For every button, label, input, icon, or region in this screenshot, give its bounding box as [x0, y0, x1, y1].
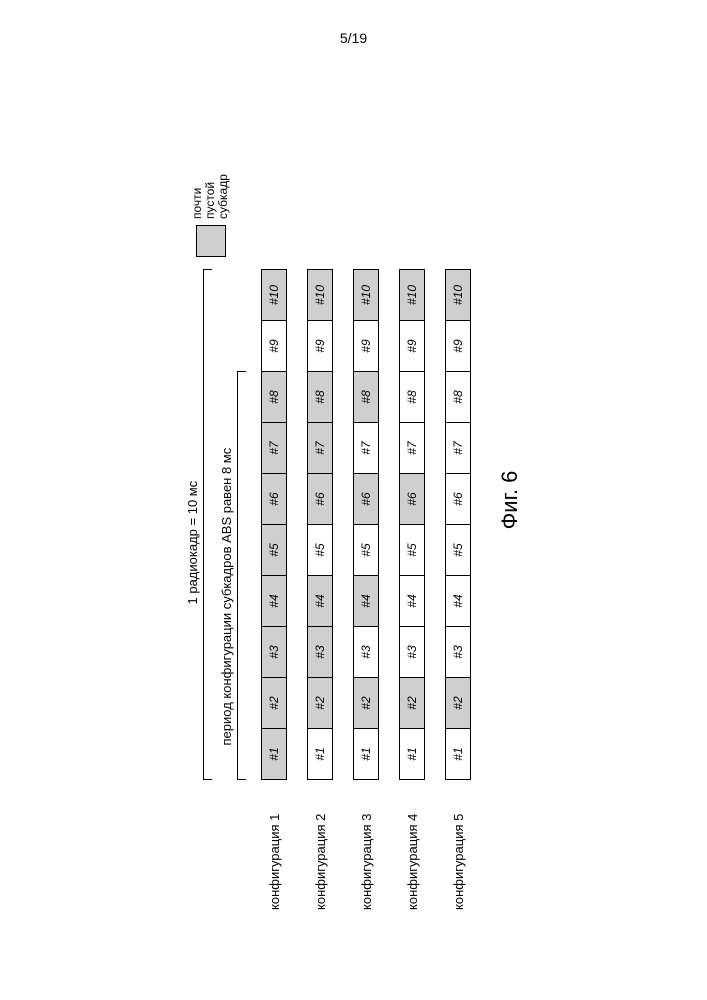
config-row-label: конфигурация 1 [266, 780, 281, 910]
figure-caption: Фиг. 6 [497, 471, 523, 530]
config-row-cells: #1#2#3#4#5#6#7#8#9#10 [445, 270, 471, 780]
subframe-cell: #3 [353, 626, 379, 678]
subframe-cell: #3 [399, 626, 425, 678]
top-labels: 1 радиокадр = 10 мс период конфигурации … [185, 90, 257, 910]
subframe-cell: #9 [261, 320, 287, 372]
subframe-cell: #8 [261, 371, 287, 423]
subframe-cell: #2 [307, 677, 333, 729]
subframe-cell: #5 [261, 524, 287, 576]
config-row: конфигурация 2#1#2#3#4#5#6#7#8#9#10 [307, 270, 333, 910]
config-row-label: конфигурация 3 [358, 780, 373, 910]
subframe-cell: #1 [445, 728, 471, 780]
subframe-cell: #4 [307, 575, 333, 627]
config-row-cells: #1#2#3#4#5#6#7#8#9#10 [399, 270, 425, 780]
subframe-cell: #5 [353, 524, 379, 576]
subframe-cell: #9 [353, 320, 379, 372]
config-rows: конфигурация 1#1#2#3#4#5#6#7#8#9#10конфи… [261, 270, 471, 910]
subframe-cell: #2 [445, 677, 471, 729]
figure-rotated-wrap: 1 радиокадр = 10 мс период конфигурации … [185, 90, 523, 910]
subframe-cell: #1 [353, 728, 379, 780]
config-row-label: конфигурация 4 [404, 780, 419, 910]
config-row: конфигурация 5#1#2#3#4#5#6#7#8#9#10 [445, 270, 471, 910]
subframe-cell: #8 [307, 371, 333, 423]
subframe-cell: #5 [307, 524, 333, 576]
config-row: конфигурация 3#1#2#3#4#5#6#7#8#9#10 [353, 270, 379, 910]
subframe-cell: #10 [399, 269, 425, 321]
figure: 1 радиокадр = 10 мс период конфигурации … [185, 90, 523, 910]
subframe-cell: #7 [399, 422, 425, 474]
subframe-cell: #3 [307, 626, 333, 678]
subframe-cell: #9 [445, 320, 471, 372]
subframe-cell: #2 [261, 677, 287, 729]
subframe-cell: #6 [261, 473, 287, 525]
subframe-cell: #7 [353, 422, 379, 474]
page-number: 5/19 [340, 30, 367, 46]
abs-period-label: период конфигурации субкадров ABS равен … [219, 448, 234, 746]
subframe-cell: #10 [307, 269, 333, 321]
config-row-label: конфигурация 5 [450, 780, 465, 910]
config-row-cells: #1#2#3#4#5#6#7#8#9#10 [261, 270, 287, 780]
subframe-cell: #6 [353, 473, 379, 525]
abs-period-bracket [237, 371, 238, 780]
config-row: конфигурация 1#1#2#3#4#5#6#7#8#9#10 [261, 270, 287, 910]
subframe-cell: #1 [261, 728, 287, 780]
subframe-cell: #6 [445, 473, 471, 525]
subframe-cell: #8 [399, 371, 425, 423]
subframe-cell: #7 [307, 422, 333, 474]
subframe-cell: #7 [445, 422, 471, 474]
subframe-cell: #4 [261, 575, 287, 627]
legend-swatch [195, 225, 225, 257]
subframe-cell: #6 [307, 473, 333, 525]
config-row-cells: #1#2#3#4#5#6#7#8#9#10 [307, 270, 333, 780]
subframe-cell: #10 [261, 269, 287, 321]
config-row-cells: #1#2#3#4#5#6#7#8#9#10 [353, 270, 379, 780]
subframe-cell: #8 [353, 371, 379, 423]
subframe-cell: #6 [399, 473, 425, 525]
config-row-label: конфигурация 2 [312, 780, 327, 910]
radioframe-bracket [203, 269, 204, 780]
subframe-cell: #4 [399, 575, 425, 627]
subframe-cell: #8 [445, 371, 471, 423]
subframe-cell: #10 [353, 269, 379, 321]
legend-text: почти пустой субкадр [191, 174, 231, 219]
subframe-cell: #2 [353, 677, 379, 729]
legend: почти пустой субкадр [191, 174, 231, 257]
subframe-cell: #3 [261, 626, 287, 678]
subframe-cell: #3 [445, 626, 471, 678]
subframe-cell: #1 [399, 728, 425, 780]
subframe-cell: #10 [445, 269, 471, 321]
subframe-cell: #5 [399, 524, 425, 576]
subframe-cell: #1 [307, 728, 333, 780]
subframe-cell: #9 [399, 320, 425, 372]
subframe-cell: #4 [445, 575, 471, 627]
subframe-cell: #5 [445, 524, 471, 576]
radioframe-label: 1 радиокадр = 10 мс [185, 481, 200, 605]
subframe-cell: #4 [353, 575, 379, 627]
subframe-cell: #2 [399, 677, 425, 729]
config-row: конфигурация 4#1#2#3#4#5#6#7#8#9#10 [399, 270, 425, 910]
subframe-cell: #9 [307, 320, 333, 372]
subframe-cell: #7 [261, 422, 287, 474]
